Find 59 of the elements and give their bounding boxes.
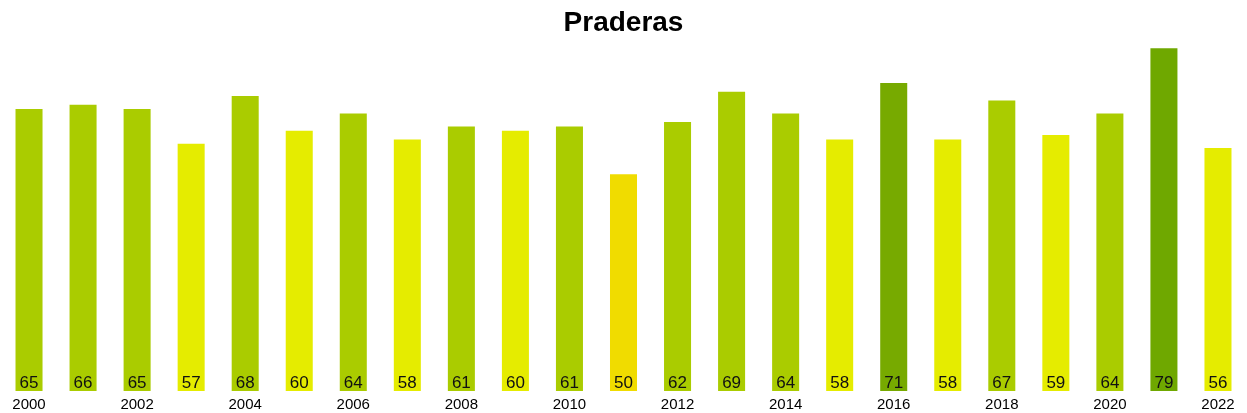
data-label: 61 (451, 373, 471, 392)
bar (772, 113, 800, 391)
x-tick-label: 2022 (1201, 395, 1235, 412)
bar (934, 139, 962, 391)
data-label: 61 (560, 373, 579, 392)
bar (1204, 148, 1232, 391)
data-label: 71 (884, 373, 904, 392)
bar (1096, 113, 1124, 391)
data-label: 65 (19, 373, 39, 392)
data-label: 69 (722, 373, 742, 392)
bar (1150, 48, 1178, 391)
data-label: 50 (614, 373, 633, 392)
data-label: 64 (776, 373, 796, 392)
x-tick-label: 2006 (336, 395, 370, 412)
bar (826, 139, 854, 391)
data-label: 79 (1154, 373, 1174, 392)
bar (285, 130, 313, 391)
bar (664, 122, 692, 391)
data-label: 56 (1208, 373, 1228, 392)
bar (447, 126, 475, 391)
bar (123, 109, 151, 391)
x-tick-label: 2000 (12, 395, 46, 412)
x-tick-label: 2012 (660, 395, 695, 412)
bar (1042, 135, 1070, 391)
bar (988, 100, 1016, 391)
x-tick-label: 2016 (877, 395, 911, 412)
bar (718, 91, 746, 391)
bar (393, 139, 421, 391)
data-label: 67 (992, 373, 1012, 392)
bar (177, 143, 205, 391)
bar (69, 104, 97, 391)
x-tick-label: 2020 (1093, 395, 1127, 412)
x-tick-label: 2008 (444, 395, 479, 412)
data-label: 60 (289, 373, 309, 392)
data-label: 65 (127, 373, 147, 392)
data-label: 57 (181, 373, 201, 392)
data-label: 64 (1100, 373, 1120, 392)
bar (15, 109, 43, 391)
chart-title: Praderas (563, 5, 684, 37)
x-tick-label: 2004 (228, 395, 262, 412)
x-tick-label: 2018 (985, 395, 1019, 412)
data-label: 62 (668, 373, 687, 392)
bar (339, 113, 367, 391)
bar (231, 96, 259, 391)
bar (501, 130, 529, 391)
data-label: 68 (235, 373, 255, 392)
data-label: 60 (505, 373, 525, 392)
bar (609, 174, 638, 391)
data-label: 58 (938, 373, 958, 392)
data-label: 59 (1046, 373, 1066, 392)
x-tick-label: 2002 (120, 395, 154, 412)
data-label: 66 (73, 373, 93, 392)
bar (555, 126, 583, 391)
data-label: 58 (830, 373, 850, 392)
x-tick-label: 2014 (768, 395, 803, 412)
data-label: 64 (343, 373, 363, 392)
bar (880, 83, 908, 391)
data-label: 58 (397, 373, 417, 392)
x-tick-label: 2010 (552, 395, 587, 412)
